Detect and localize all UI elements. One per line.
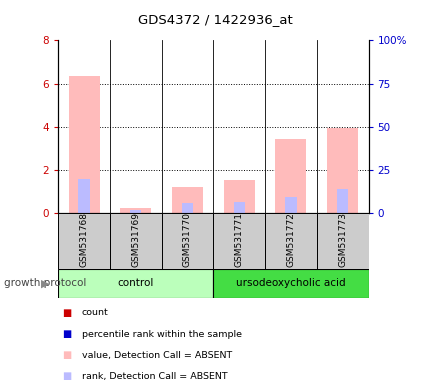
Text: ▶: ▶ [41, 278, 49, 288]
Bar [161, 213, 213, 269]
Text: ■: ■ [62, 329, 71, 339]
Bar [58, 269, 213, 298]
Text: GSM531768: GSM531768 [80, 212, 88, 267]
Text: ursodeoxycholic acid: ursodeoxycholic acid [236, 278, 345, 288]
Bar [223, 180, 254, 213]
Bar [326, 128, 357, 213]
Text: ■: ■ [62, 308, 71, 318]
Bar [213, 269, 368, 298]
Bar [233, 202, 244, 213]
Bar [336, 189, 347, 213]
Bar [68, 76, 99, 213]
Bar [275, 139, 306, 213]
Text: growth protocol: growth protocol [4, 278, 86, 288]
Bar [172, 187, 203, 213]
Text: control: control [117, 278, 154, 288]
Text: value, Detection Call = ABSENT: value, Detection Call = ABSENT [82, 351, 232, 360]
Bar [120, 209, 151, 213]
Bar [130, 210, 141, 213]
Bar [78, 179, 89, 213]
Text: GSM531771: GSM531771 [234, 212, 243, 267]
Bar [110, 213, 161, 269]
Text: GSM531772: GSM531772 [286, 212, 295, 267]
Bar [264, 213, 316, 269]
Bar [316, 213, 368, 269]
Text: GSM531769: GSM531769 [131, 212, 140, 267]
Text: GDS4372 / 1422936_at: GDS4372 / 1422936_at [138, 13, 292, 26]
Bar [213, 213, 264, 269]
Text: ■: ■ [62, 350, 71, 360]
Text: count: count [82, 308, 108, 318]
Text: ■: ■ [62, 371, 71, 381]
Text: GSM531770: GSM531770 [183, 212, 191, 267]
Text: GSM531773: GSM531773 [338, 212, 346, 267]
Text: rank, Detection Call = ABSENT: rank, Detection Call = ABSENT [82, 372, 227, 381]
Bar [58, 213, 110, 269]
Text: percentile rank within the sample: percentile rank within the sample [82, 329, 241, 339]
Bar [285, 197, 296, 213]
Bar [181, 204, 193, 213]
